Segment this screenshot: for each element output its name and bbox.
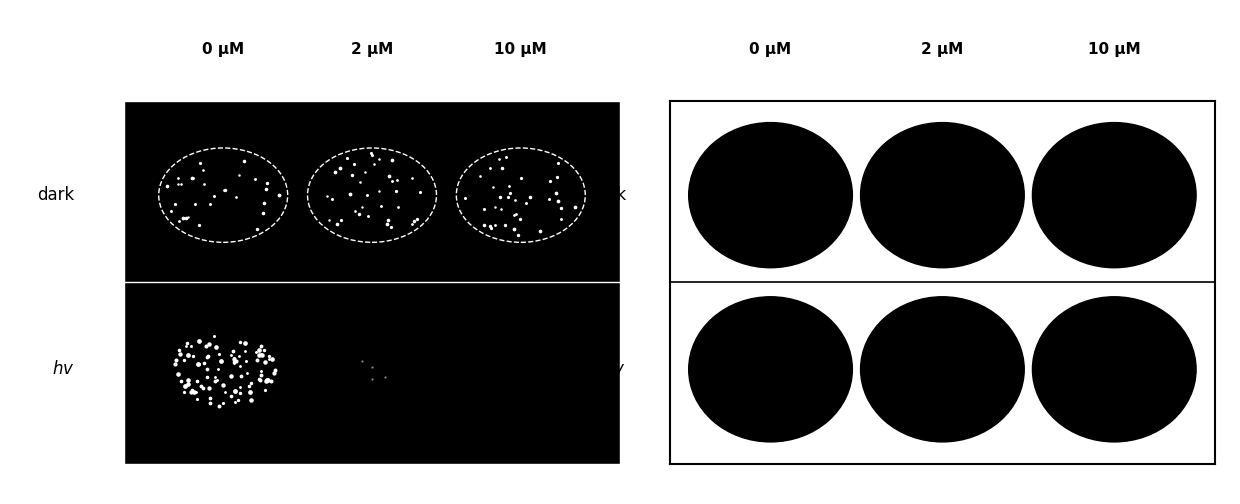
Text: 2 μM: 2 μM xyxy=(351,42,393,57)
Ellipse shape xyxy=(1033,297,1197,442)
Text: 10 μM: 10 μM xyxy=(495,42,547,57)
Text: $hv$: $hv$ xyxy=(604,360,626,379)
Text: 2 μM: 2 μM xyxy=(921,42,963,57)
Ellipse shape xyxy=(688,122,852,268)
Text: 10 μM: 10 μM xyxy=(1087,42,1141,57)
Ellipse shape xyxy=(1033,122,1197,268)
Text: dark: dark xyxy=(37,186,74,204)
Text: $hv$: $hv$ xyxy=(52,360,74,379)
Ellipse shape xyxy=(861,122,1024,268)
Ellipse shape xyxy=(688,297,852,442)
Text: dark: dark xyxy=(589,186,626,204)
Text: 0 μM: 0 μM xyxy=(749,42,791,57)
Text: 0 μM: 0 μM xyxy=(202,42,244,57)
Ellipse shape xyxy=(861,297,1024,442)
